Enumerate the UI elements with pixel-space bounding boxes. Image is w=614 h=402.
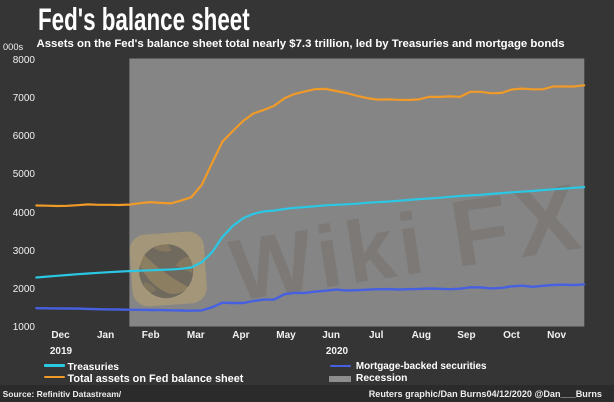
svg-text:FX: FX (444, 163, 594, 287)
